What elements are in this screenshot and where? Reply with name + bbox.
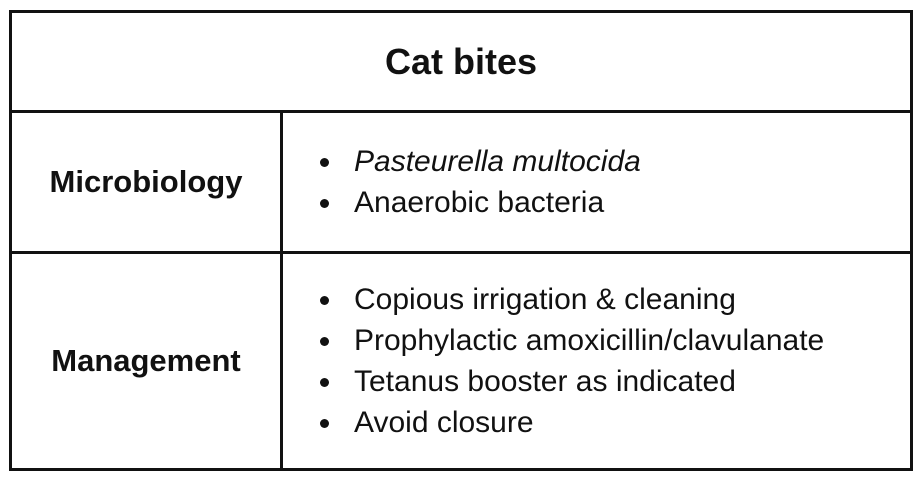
list-item-text: Avoid closure xyxy=(354,406,534,439)
row-label-management: Management xyxy=(51,343,241,378)
list-item: Anaerobic bacteria xyxy=(320,182,641,223)
list-item-text: Prophylactic amoxicillin/clavulanate xyxy=(354,324,825,357)
bullet-icon xyxy=(320,378,329,387)
bullet-icon xyxy=(320,419,329,428)
row-label-cell: Microbiology xyxy=(12,113,283,251)
table-row-management: Management Copious irrigation & cleaning… xyxy=(12,254,910,468)
bullet-icon xyxy=(320,199,329,208)
list-item-text: Tetanus booster as indicated xyxy=(354,365,736,398)
management-list: Copious irrigation & cleaning Prophylact… xyxy=(283,279,824,443)
table-row-microbiology: Microbiology Pasteurella multocida Anaer… xyxy=(12,113,910,254)
table-title: Cat bites xyxy=(384,40,538,82)
row-label-microbiology: Microbiology xyxy=(49,164,243,199)
list-item: Prophylactic amoxicillin/clavulanate xyxy=(320,320,824,361)
list-item: Tetanus booster as indicated xyxy=(320,361,824,402)
list-item: Pasteurella multocida xyxy=(320,141,641,182)
microbiology-list: Pasteurella multocida Anaerobic bacteria xyxy=(283,141,641,223)
list-item-text: Copious irrigation & cleaning xyxy=(354,283,736,316)
bullet-icon xyxy=(320,296,329,305)
list-item-text: Pasteurella multocida xyxy=(354,145,641,178)
list-item: Avoid closure xyxy=(320,402,824,443)
bullet-icon xyxy=(320,158,329,167)
bullet-icon xyxy=(320,337,329,346)
list-item-text: Anaerobic bacteria xyxy=(354,186,605,219)
row-label-cell: Management xyxy=(12,254,283,468)
row-content-cell: Copious irrigation & cleaning Prophylact… xyxy=(283,254,910,468)
list-item: Copious irrigation & cleaning xyxy=(320,279,824,320)
table-title-row: Cat bites xyxy=(12,13,910,113)
cat-bites-table: Cat bites Microbiology Pasteurella multo… xyxy=(9,10,913,471)
row-content-cell: Pasteurella multocida Anaerobic bacteria xyxy=(283,113,910,251)
